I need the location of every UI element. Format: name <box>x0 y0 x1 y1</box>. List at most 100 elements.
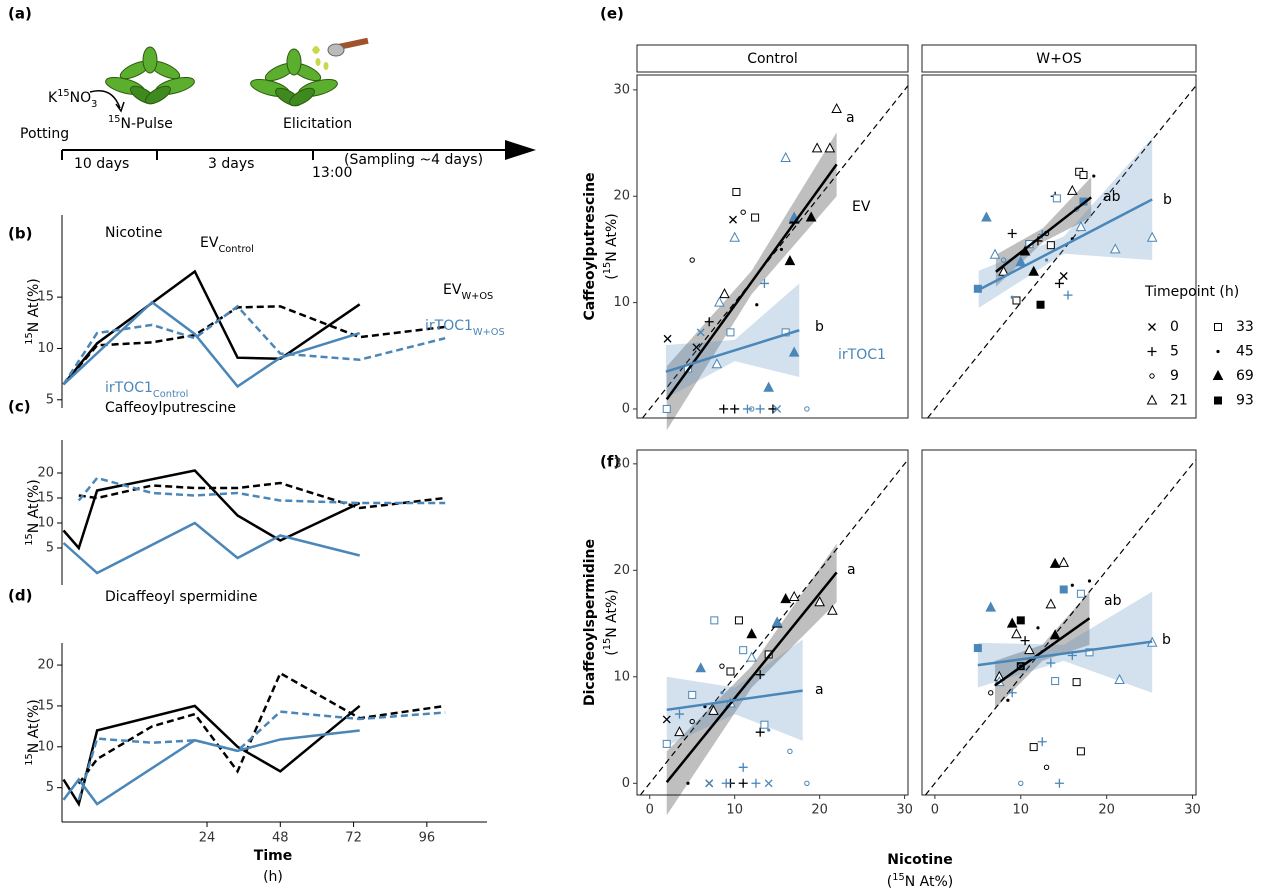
point <box>732 187 741 196</box>
point <box>989 248 1001 259</box>
identity-line <box>924 459 1197 796</box>
diagram-label-part: K <box>48 90 58 106</box>
y-tick-label: 10 <box>37 516 54 531</box>
confidence-band <box>665 283 800 399</box>
point <box>1076 589 1085 598</box>
point <box>1049 629 1061 640</box>
fit-label: ab <box>1104 593 1122 609</box>
annotation: irTOC1W+OS <box>425 318 505 338</box>
legend-symbol <box>1146 394 1158 405</box>
point <box>988 690 994 696</box>
legend-label: 21 <box>1170 393 1188 409</box>
point <box>719 663 725 669</box>
point <box>985 601 997 612</box>
diagram-label: 10 days <box>74 156 129 172</box>
point <box>674 709 684 719</box>
point <box>1066 184 1078 195</box>
point <box>814 596 825 607</box>
point <box>1109 243 1121 254</box>
point <box>1024 644 1035 655</box>
point <box>788 346 800 357</box>
point <box>1020 636 1030 646</box>
annotation-part: irTOC1 <box>425 318 473 334</box>
x-tick-label: 30 <box>1184 803 1201 818</box>
point <box>1045 598 1057 609</box>
legend-symbol <box>1212 369 1224 380</box>
x-tick-label: 20 <box>1098 803 1115 818</box>
diagram-label-part: 15 <box>108 114 120 125</box>
point <box>1051 677 1060 686</box>
y-axis-title-part: N At(%) <box>26 479 42 533</box>
identity-line <box>642 85 909 419</box>
diagram-label-part: 10 days <box>74 156 129 172</box>
diagram-label-part: (Sampling ~4 days) <box>344 152 483 168</box>
timeline-arrow <box>505 140 536 160</box>
point <box>755 670 765 680</box>
annotation-part: Control <box>218 244 253 255</box>
point <box>1006 617 1018 628</box>
facet: a a 0 10 20 30 0 10 20 30 <box>613 449 913 818</box>
facet: Control a b EV irTOC1 0 10 20 30 <box>613 44 909 431</box>
diagram-label-part: Elicitation <box>283 116 352 132</box>
series-line <box>62 521 360 575</box>
point <box>1087 579 1092 583</box>
point <box>751 213 760 222</box>
y-axis-title: 15N At(%) <box>24 479 43 545</box>
point <box>742 404 752 414</box>
panel-label: (e) <box>600 5 624 23</box>
facet-strip-label: W+OS <box>1036 51 1082 67</box>
point <box>1044 258 1049 262</box>
point <box>973 644 982 653</box>
series-line <box>62 469 361 551</box>
point <box>780 593 791 604</box>
point <box>1092 174 1096 178</box>
point <box>1075 221 1087 232</box>
point <box>805 211 817 222</box>
x-axis-unit-part: 15 <box>892 872 904 883</box>
legend-label: 45 <box>1236 344 1254 360</box>
facet-strip <box>921 44 1197 73</box>
point <box>755 727 765 737</box>
series-line <box>77 476 446 505</box>
point <box>686 781 690 785</box>
point <box>729 231 741 242</box>
legend-symbol <box>1214 396 1222 405</box>
y-tick-label: 15 <box>37 698 54 713</box>
annotation: EVControl <box>200 235 254 255</box>
point <box>773 405 782 413</box>
annotation: EVW+OS <box>443 282 493 302</box>
x-tick-label: 30 <box>896 803 913 818</box>
point <box>1059 272 1068 280</box>
point <box>831 102 842 114</box>
elicitation-tools <box>312 37 369 70</box>
fit-label: a <box>815 682 824 698</box>
annotation-part: EV <box>443 282 462 298</box>
point <box>740 209 746 215</box>
series-line <box>62 304 446 386</box>
point <box>739 646 748 655</box>
point <box>1037 737 1047 747</box>
panel-label: (d) <box>8 587 32 605</box>
chart-title: Caffeoylputrescine <box>105 400 236 416</box>
legend-symbol <box>1147 347 1157 356</box>
point <box>804 780 810 786</box>
point <box>1054 278 1064 288</box>
y-tick-label: 10 <box>613 669 630 684</box>
point <box>779 247 784 252</box>
point <box>720 691 724 695</box>
point <box>703 705 707 709</box>
point <box>1076 747 1085 756</box>
series-line <box>62 305 446 386</box>
panel-label: (f) <box>600 453 620 471</box>
annotation-part: irTOC1 <box>105 380 153 396</box>
point <box>726 667 735 676</box>
y-tick-label: 30 <box>613 82 630 97</box>
diagram-label: K15NO3 <box>48 88 97 110</box>
series-line <box>77 671 446 785</box>
legend-label: 9 <box>1170 368 1179 384</box>
diagram-art <box>61 37 536 160</box>
point <box>711 358 723 369</box>
annotation-part: Control <box>153 389 188 400</box>
point <box>1059 585 1068 594</box>
point <box>746 651 758 662</box>
